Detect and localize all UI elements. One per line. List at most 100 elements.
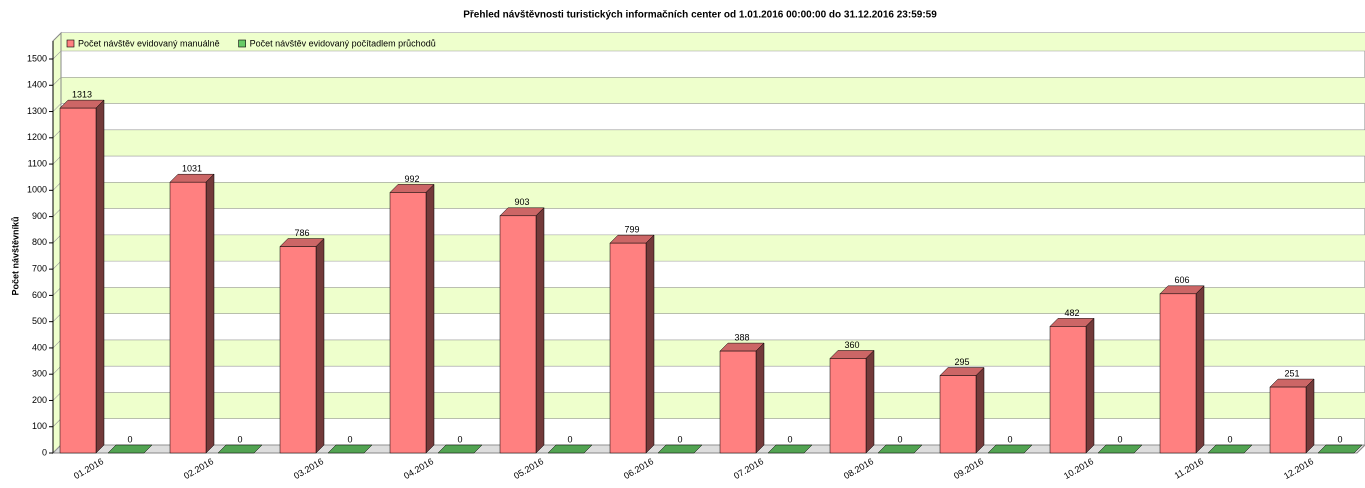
y-tick-label: 700 (32, 264, 47, 274)
x-tick-label: 08.2016 (842, 456, 875, 481)
x-tick-label: 02.2016 (182, 456, 215, 481)
value-label: 0 (1337, 434, 1342, 444)
bar-side (315, 237, 325, 454)
x-tick-label: 10.2016 (1062, 456, 1095, 481)
legend-band (61, 33, 1365, 51)
value-label: 0 (1007, 434, 1012, 444)
x-tick-label: 12.2016 (1282, 456, 1315, 481)
grid-band (61, 182, 1365, 209)
value-label: 786 (294, 228, 309, 238)
y-tick-label: 0 (42, 447, 47, 457)
legend-swatch (238, 39, 246, 48)
bar-side (1305, 378, 1315, 454)
legend-label: Počet návštěv evidovaný manuálně (78, 38, 220, 48)
bar-side (425, 183, 435, 454)
value-label: 903 (514, 197, 529, 207)
value-label: 0 (237, 434, 242, 444)
bar-side (1085, 317, 1095, 454)
bar-side (473, 444, 483, 454)
grid-line (52, 103, 1365, 112)
y-tick-label: 800 (32, 237, 47, 247)
bar-side (803, 444, 813, 454)
bar-side (693, 444, 703, 454)
chart-title: Přehled návštěvnosti turistických inform… (463, 10, 937, 21)
y-tick-label: 400 (32, 342, 47, 352)
grid-band (61, 129, 1365, 157)
grid-band (61, 234, 1365, 262)
value-label: 295 (954, 357, 969, 367)
y-tick-label: 900 (32, 211, 47, 221)
y-tick-label: 1300 (27, 106, 47, 116)
y-tick-label: 1400 (27, 80, 47, 90)
bar (499, 215, 537, 454)
value-label: 1313 (72, 89, 92, 99)
bar-side (645, 234, 655, 454)
value-label: 0 (347, 434, 352, 444)
bar-side (1195, 285, 1205, 454)
bar-side (95, 99, 105, 454)
legend-swatch (66, 39, 75, 48)
value-label: 0 (1227, 434, 1232, 444)
value-label: 992 (404, 174, 419, 184)
y-tick-label: 100 (32, 421, 47, 431)
y-tick-label: 1500 (27, 53, 47, 63)
value-label: 388 (734, 332, 749, 342)
bar-side (1133, 444, 1143, 454)
x-tick-label: 04.2016 (402, 456, 435, 481)
x-tick-label: 06.2016 (622, 456, 655, 481)
value-label: 0 (1117, 434, 1122, 444)
bar (59, 107, 97, 454)
y-tick-label: 1100 (28, 158, 47, 168)
bar (1269, 386, 1307, 454)
value-label: 1031 (182, 164, 202, 174)
bar-side (143, 444, 153, 454)
value-label: 0 (127, 434, 132, 444)
bar-side (975, 366, 985, 454)
y-tick-label: 300 (32, 369, 47, 379)
bar-side (755, 342, 765, 454)
value-label: 799 (624, 225, 639, 235)
bar (279, 246, 317, 454)
x-tick-label: 11.2016 (1173, 456, 1206, 481)
bar-side (865, 349, 875, 454)
y-axis-label: Počet návštěvníků (10, 216, 20, 295)
legend-label: Počet návštěv evidovaný počítadlem průch… (250, 38, 436, 48)
bar-side (363, 444, 373, 454)
grid-line (52, 76, 1365, 86)
bar (719, 350, 757, 454)
bar (939, 375, 977, 454)
bar-side (253, 444, 263, 454)
bar (1049, 326, 1087, 454)
bar-side (535, 207, 545, 454)
grid-band (61, 77, 1365, 104)
grid-band (61, 392, 1365, 419)
bar (829, 358, 867, 454)
x-tick-label: 07.2016 (732, 456, 765, 481)
grid-band (61, 339, 1365, 367)
value-label: 0 (567, 434, 572, 444)
value-label: 606 (1174, 275, 1189, 285)
value-label: 360 (844, 340, 859, 350)
bar-side (583, 444, 593, 454)
y-tick-label: 500 (32, 316, 47, 326)
value-label: 0 (677, 434, 682, 444)
value-label: 251 (1284, 368, 1299, 378)
bar (389, 192, 427, 454)
bar-side (1243, 444, 1253, 454)
x-tick-label: 05.2016 (512, 456, 545, 481)
grid-band (61, 287, 1365, 314)
grid-line (52, 50, 1365, 60)
bar-side (205, 173, 215, 454)
bar (169, 181, 207, 454)
x-tick-label: 09.2016 (952, 456, 985, 481)
bar-side (1353, 444, 1363, 454)
y-tick-label: 1000 (27, 185, 47, 195)
bar-side (1023, 444, 1033, 454)
y-tick-label: 1200 (27, 132, 47, 142)
x-tick-label: 01.2016 (72, 456, 105, 481)
y-tick-label: 600 (32, 290, 47, 300)
bar (1159, 293, 1197, 454)
value-label: 0 (787, 434, 792, 444)
value-label: 0 (897, 434, 902, 444)
